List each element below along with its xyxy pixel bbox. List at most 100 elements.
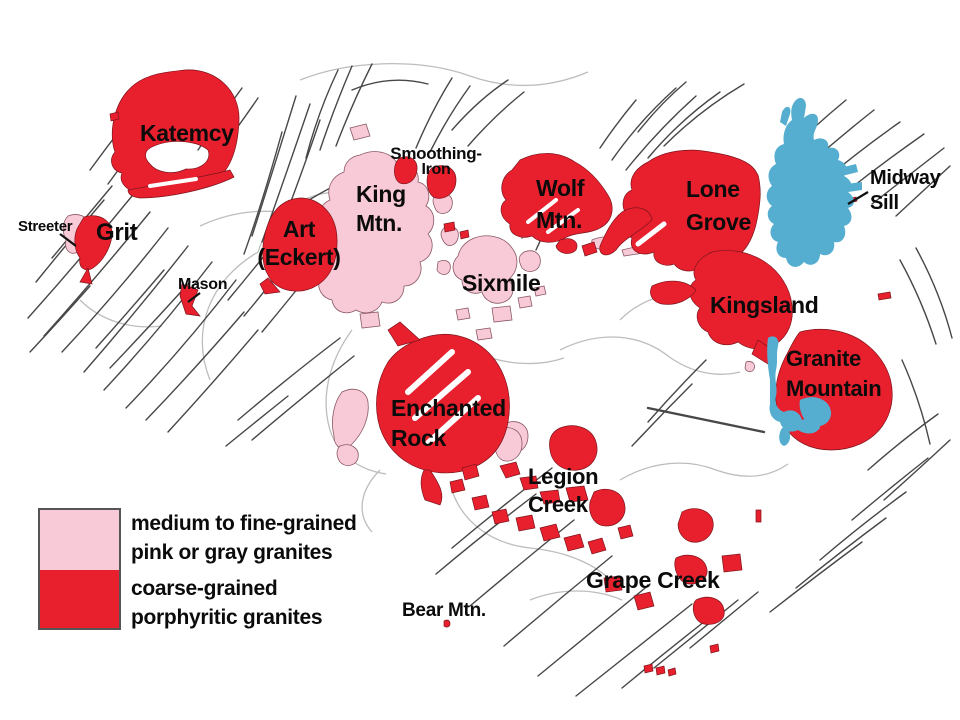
fault-line	[103, 261, 213, 391]
granite-body-speck	[655, 665, 666, 676]
fault-line	[851, 457, 929, 521]
fault-line	[225, 395, 289, 447]
map-labels: Katemcy Streeter Grit Mason Art (Eckert)…	[18, 120, 942, 621]
fault-line	[901, 359, 931, 445]
granite-body-legion-frag	[461, 463, 480, 481]
fault-line	[335, 63, 373, 147]
granite-body-sixmile-frag	[518, 250, 541, 272]
granite-body-sixmile-frag	[455, 307, 471, 321]
fault-line	[647, 359, 707, 423]
fault-line	[621, 613, 715, 689]
lake-buchanan-nub	[840, 164, 858, 176]
fault-line	[125, 279, 237, 409]
lakes	[766, 98, 862, 446]
granite-body-legion-frag	[449, 478, 466, 494]
fault-line	[637, 81, 687, 133]
legend-swatch-border	[38, 508, 121, 630]
label-midway-line1: Midway	[870, 167, 942, 189]
fault-line	[43, 211, 151, 337]
fault-line	[469, 519, 575, 607]
fault-line	[611, 87, 677, 161]
granite-body-bear-mtn	[443, 619, 451, 628]
fault-line	[451, 79, 509, 131]
granite-body-legion-frag	[565, 485, 589, 503]
granite-body-legion-frag	[499, 461, 521, 479]
label-smoothing-line2: Iron	[421, 161, 450, 178]
contact-line	[299, 63, 589, 86]
granite-body-pink-west-enchanted	[332, 388, 369, 449]
granite-body-grape-frag	[677, 508, 714, 543]
fault-line	[351, 79, 429, 91]
label-kingsland: Kingsland	[710, 292, 818, 318]
fault-line	[663, 83, 745, 147]
granite-body-legion-frag	[519, 475, 539, 491]
fault-line	[415, 77, 453, 149]
granite-body-smoothing-iron	[394, 156, 418, 185]
legend-fine-line1: medium to fine-grained	[131, 512, 357, 535]
lake-lbj-tail	[779, 428, 791, 446]
granite-body-sixmile-frag	[436, 260, 451, 275]
granite-body-smoothing-iron	[426, 165, 457, 199]
label-grape-creek: Grape Creek	[586, 567, 720, 593]
fault-line	[83, 245, 189, 373]
midway-sill-pointer-line	[847, 191, 869, 205]
label-streeter: Streeter	[18, 218, 73, 235]
legend-fine-line2: pink or gray granites	[131, 541, 332, 564]
fault-line	[795, 517, 887, 589]
granite-body-legion-frag	[539, 523, 561, 542]
fault-line	[867, 413, 939, 471]
fault-line	[251, 95, 297, 237]
label-wolf-line2: Mtn.	[536, 207, 582, 233]
granite-body-speck	[667, 667, 677, 677]
granite-body-pink-west-enchanted	[336, 444, 359, 466]
white-streaks	[148, 177, 667, 446]
granite-body-art-foot	[259, 277, 281, 295]
fault-line	[819, 491, 907, 561]
lake-buchanan-prong	[780, 106, 791, 126]
fault-line	[109, 281, 191, 369]
fault-line	[237, 337, 341, 421]
label-grit: Grit	[96, 219, 138, 246]
granite-body-grape-frag	[633, 591, 655, 611]
granite-body-legion-frag	[563, 533, 585, 552]
granite-body-legion-frag	[491, 508, 510, 525]
fault-line	[243, 131, 283, 255]
mason-pointer-line	[187, 292, 201, 303]
granite-body-grape-frag	[674, 554, 708, 585]
granite-body-sixmile	[452, 235, 518, 304]
label-lone-line2: Grove	[686, 209, 751, 235]
granite-body-katemcy	[111, 69, 240, 196]
fault-line	[899, 259, 937, 345]
fault-line	[145, 311, 245, 421]
granite-body-wolf-frag	[555, 238, 578, 254]
fault-line	[319, 65, 353, 151]
granite-body-legion-frag	[539, 489, 561, 505]
granite-body-speck	[709, 643, 720, 654]
white-streak	[635, 221, 667, 247]
white-streak	[546, 208, 580, 234]
granite-body-sixmile-frag	[475, 327, 493, 341]
granite-body-sixmile-frag	[491, 305, 513, 323]
fault-line	[537, 583, 651, 677]
granite-body-legion-frag	[515, 514, 536, 532]
fault-line	[625, 95, 697, 171]
lake-buchanan-nub	[846, 182, 862, 192]
granite-body-lone-grove-arm	[599, 207, 653, 256]
lake-lbj-splotch	[799, 397, 832, 427]
granite-body-legion-frag	[587, 537, 607, 555]
granite-body-art	[262, 197, 338, 292]
granite-body-speck	[877, 291, 892, 301]
fault-line	[429, 85, 471, 153]
fault-line	[599, 99, 637, 149]
granite-body-legion-frag	[589, 488, 626, 527]
granite-body-pink-lobe	[359, 311, 381, 329]
fault-line	[61, 227, 169, 353]
fault-line	[895, 165, 951, 217]
label-granite-line1: Granite	[786, 346, 861, 371]
fault-line	[503, 555, 613, 647]
legend-swatch-coarse	[40, 570, 119, 628]
fault-line	[435, 493, 537, 575]
legend-swatch-fine	[40, 510, 119, 570]
contact-line	[79, 299, 163, 328]
